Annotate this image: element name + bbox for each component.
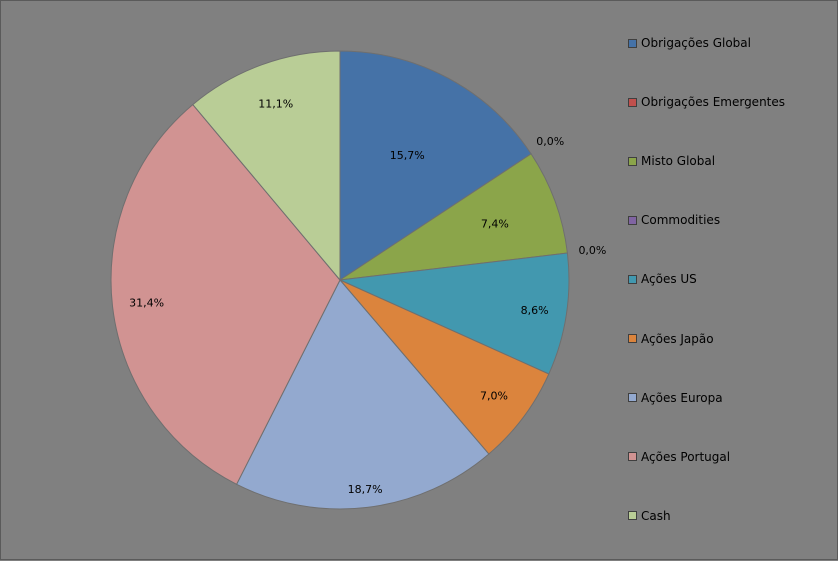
legend-item: Obrigações Global xyxy=(628,34,838,52)
legend-label: Commodities xyxy=(641,213,721,228)
data-label-1: 15,7% xyxy=(390,149,425,162)
legend-item: Cash xyxy=(628,507,838,525)
legend-label: Ações Portugal xyxy=(641,449,731,464)
legend-swatch xyxy=(628,97,637,107)
data-label-2: 0,0% xyxy=(536,135,564,148)
pie-slice-5 xyxy=(338,252,570,375)
data-label-4: 0,0% xyxy=(578,244,606,257)
legend-item: Ações Europa xyxy=(628,389,838,407)
legend-label: Misto Global xyxy=(641,154,716,169)
pie-slice-3 xyxy=(339,153,568,281)
legend-label: Ações Japão xyxy=(641,331,714,346)
pie-slice-9 xyxy=(192,50,341,282)
legend-item: Commodities xyxy=(628,211,838,229)
pie-slice-7 xyxy=(235,279,490,510)
legend-swatch xyxy=(628,156,637,166)
legend-item: Ações Portugal xyxy=(628,448,838,466)
legend-swatch xyxy=(628,393,637,403)
legend-label: Ações Europa xyxy=(641,390,723,405)
legend-swatch xyxy=(628,215,637,225)
data-label-9: 11,1% xyxy=(258,98,293,111)
legend-label: Obrigações Global xyxy=(641,36,751,50)
legend-label: Obrigações Emergentes xyxy=(641,95,786,110)
legend-item: Obrigações Emergentes xyxy=(628,93,838,111)
data-label-5: 8,6% xyxy=(521,304,549,317)
legend-swatch xyxy=(628,511,637,521)
data-label-7: 18,7% xyxy=(348,483,383,496)
legend-item: Ações US xyxy=(628,270,838,288)
legend-item: Ações Japão xyxy=(628,330,838,348)
legend-swatch xyxy=(628,334,637,343)
data-label-8: 31,4% xyxy=(129,296,164,309)
pie-slice-8 xyxy=(110,103,341,485)
legend-swatch xyxy=(628,452,637,462)
data-label-6: 7,0% xyxy=(480,389,508,402)
pie-slice-1 xyxy=(339,50,532,281)
legend-item: Misto Global xyxy=(628,152,838,170)
legend-swatch xyxy=(628,274,637,284)
data-label-3: 7,4% xyxy=(481,217,509,230)
legend-swatch xyxy=(628,38,637,48)
legend-label: Ações US xyxy=(641,272,697,287)
legend-label: Cash xyxy=(641,508,671,523)
